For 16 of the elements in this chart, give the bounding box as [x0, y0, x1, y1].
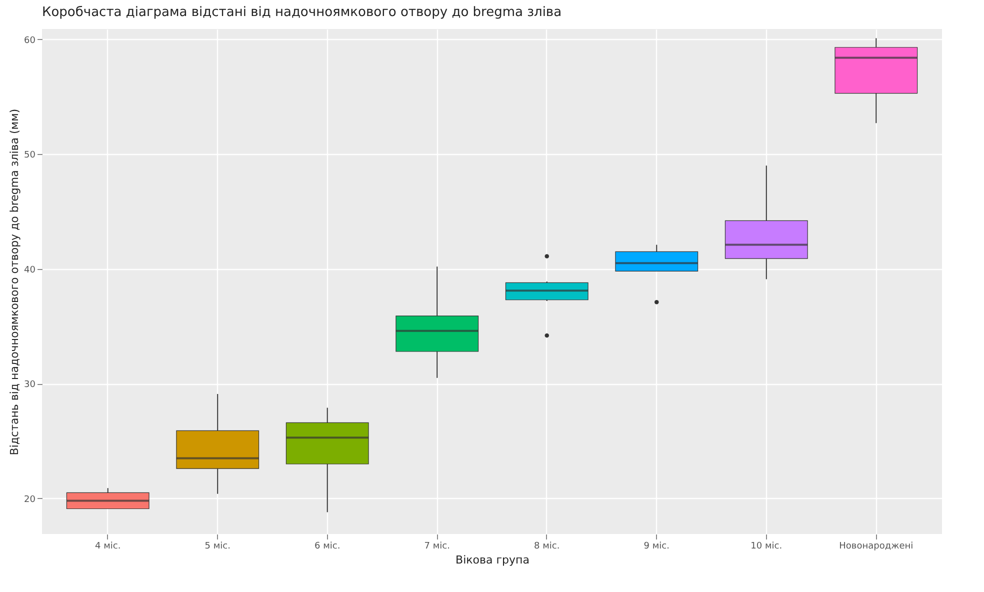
x-tick-label: Новонароджені [839, 542, 914, 552]
x-tick-label: 5 міс. [204, 542, 230, 552]
y-tick-label: 40 [24, 265, 36, 276]
chart-title: Коробчаста діаграма відстані від надочноямкового отвору до bregma зліва [42, 5, 562, 20]
y-tick-label: 50 [24, 150, 36, 161]
y-tick-label: 30 [24, 380, 36, 390]
x-tick-label: 7 міс. [424, 542, 450, 552]
x-tick-label: 9 міс. [644, 542, 670, 552]
y-axis-title: Відстань від надочноямкового отвору до bregma зліва (мм) [8, 108, 22, 456]
y-tick-label: 60 [24, 36, 36, 46]
x-tick-label: 6 міс. [314, 542, 340, 552]
x-tick-label: 8 міс. [534, 542, 560, 552]
x-tick-label: 10 міс. [750, 542, 782, 552]
x-tick-label: 4 міс. [95, 542, 121, 552]
y-tick-label: 20 [24, 494, 36, 505]
x-axis-title: Вікова група [456, 554, 530, 566]
